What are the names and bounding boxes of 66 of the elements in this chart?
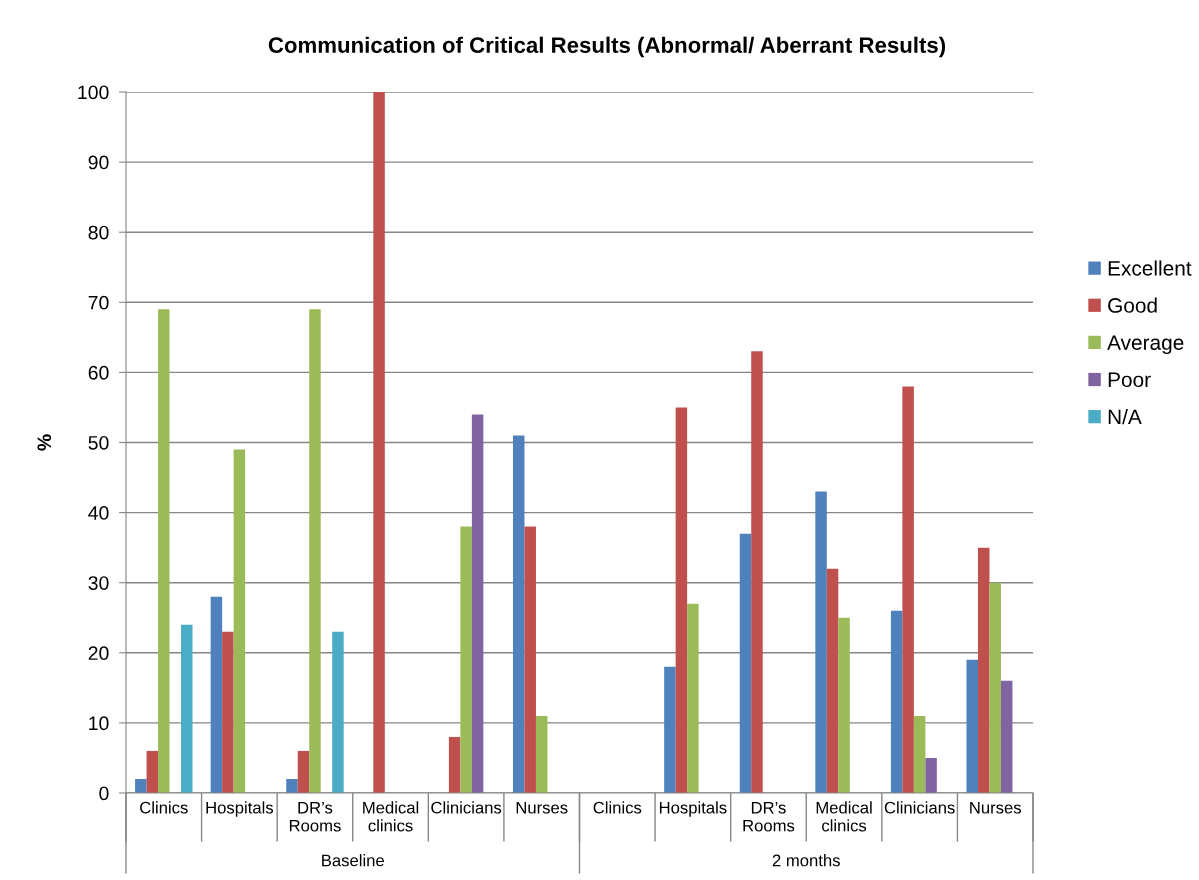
bar bbox=[471, 414, 484, 793]
y-tick-label: 90 bbox=[88, 155, 109, 170]
y-tick-label: 30 bbox=[88, 576, 109, 590]
y-tick-label: 70 bbox=[88, 295, 109, 310]
bar bbox=[989, 582, 1001, 793]
x-tick-label: Medical clinics bbox=[816, 801, 872, 832]
x-tick-label: Hospitals bbox=[206, 801, 274, 817]
x-tick-label: Clinics bbox=[140, 801, 188, 814]
x-tick-label: Hospitals bbox=[659, 801, 727, 817]
x-tick-label: DR’s Rooms bbox=[289, 801, 341, 832]
legend-label: Excellent bbox=[1108, 260, 1192, 276]
bar bbox=[826, 568, 839, 793]
chart-title: Communication of Critical Results (Abnormal/ Aberrant Results) bbox=[268, 36, 946, 58]
bar bbox=[664, 666, 676, 793]
bar bbox=[373, 92, 385, 793]
bar bbox=[913, 715, 926, 793]
bar bbox=[1000, 680, 1013, 793]
y-tick-label: 100 bbox=[78, 85, 109, 100]
bar bbox=[222, 631, 234, 793]
bar bbox=[925, 757, 937, 793]
bar bbox=[751, 351, 763, 793]
bar bbox=[146, 750, 159, 793]
bar bbox=[210, 596, 223, 793]
x-tick-label: Nurses bbox=[970, 801, 1021, 814]
x-tick-label: Medical clinics bbox=[363, 801, 419, 832]
bar bbox=[135, 778, 147, 793]
bar bbox=[535, 715, 548, 793]
x-tick-label: Clinics bbox=[593, 801, 642, 814]
bar bbox=[838, 617, 850, 793]
text: 2 months bbox=[772, 854, 840, 867]
bar bbox=[158, 309, 170, 793]
bar bbox=[233, 449, 246, 793]
y-tick-label: 80 bbox=[88, 225, 109, 240]
y-tick-label: 40 bbox=[88, 506, 109, 520]
bar bbox=[512, 435, 525, 793]
y-axis-title: % bbox=[37, 434, 52, 451]
y-tick-label: 60 bbox=[88, 365, 109, 380]
x-tick-label: DR’s Rooms bbox=[743, 801, 795, 832]
legend-label: N/A bbox=[1108, 408, 1142, 425]
bar bbox=[181, 624, 193, 793]
text: Baseline bbox=[322, 854, 384, 867]
bar bbox=[297, 750, 310, 793]
y-tick-label: 10 bbox=[89, 716, 109, 731]
bar bbox=[309, 309, 321, 793]
legend-label: Good bbox=[1108, 297, 1157, 313]
bar bbox=[448, 736, 461, 793]
bar bbox=[524, 526, 536, 793]
bar bbox=[739, 533, 752, 793]
x-tick-label: Nurses bbox=[516, 801, 568, 814]
bar bbox=[966, 659, 978, 793]
legend-label: Poor bbox=[1108, 372, 1151, 388]
bar bbox=[977, 547, 990, 793]
bar bbox=[902, 386, 914, 793]
bar bbox=[286, 778, 298, 793]
bar bbox=[460, 526, 472, 793]
bar bbox=[332, 631, 344, 793]
bar bbox=[815, 491, 827, 793]
y-tick-label: 50 bbox=[88, 435, 109, 450]
bar bbox=[687, 603, 699, 793]
legend-label: Average bbox=[1107, 335, 1184, 355]
y-tick-label: 20 bbox=[88, 646, 109, 661]
bar bbox=[675, 407, 688, 793]
x-tick-label: Clinicians bbox=[431, 801, 502, 814]
bar bbox=[890, 610, 903, 793]
y-tick-label: 0 bbox=[99, 786, 109, 801]
x-tick-label: Clinicians bbox=[884, 801, 955, 814]
